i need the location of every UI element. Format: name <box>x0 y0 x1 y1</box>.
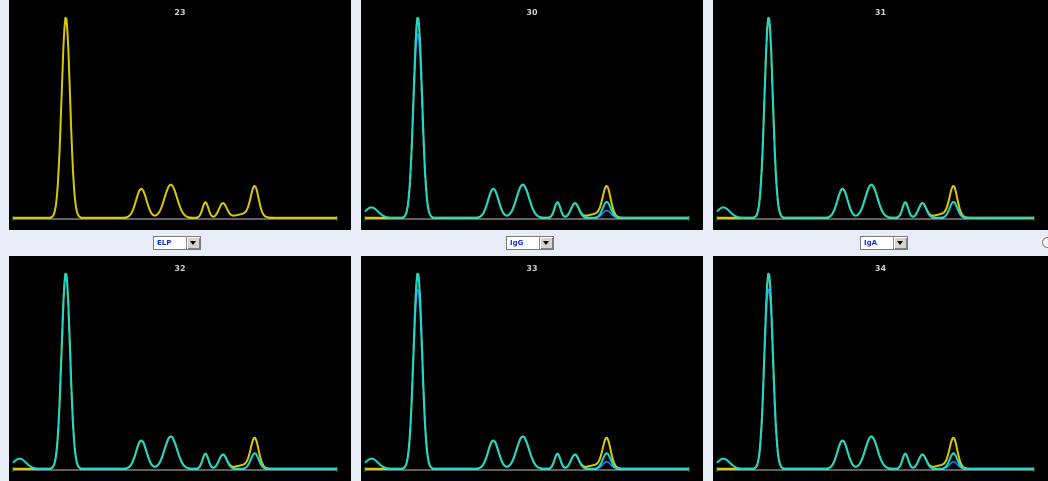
densitogram-panel[interactable]: 23 <box>9 0 351 230</box>
densitogram-plot <box>716 16 1035 221</box>
panel-number: 31 <box>874 8 887 17</box>
antiserum-select-iga[interactable]: IgA <box>860 236 908 250</box>
chevron-down-icon[interactable] <box>539 237 553 249</box>
chevron-down-icon[interactable] <box>186 237 200 249</box>
trace-yellow <box>13 16 337 219</box>
trace-cyan <box>364 272 689 470</box>
densitogram-panel[interactable]: 30 <box>361 0 703 230</box>
chevron-down-icon[interactable] <box>893 237 907 249</box>
trace-cyan <box>716 16 1035 219</box>
analysis-select[interactable]: ELP <box>153 236 201 250</box>
densitogram-panel[interactable]: 34 <box>713 256 1048 481</box>
panel-number: 32 <box>174 264 186 273</box>
panel-number: 34 <box>874 264 887 273</box>
densitogram-plot <box>716 272 1035 472</box>
trace-cyan <box>716 272 1035 470</box>
densitogram-plot <box>12 272 338 472</box>
antiserum-select-value: IgA <box>864 239 878 247</box>
scroll-handle[interactable] <box>1042 237 1048 248</box>
densitogram-panel[interactable]: 31 <box>713 0 1048 230</box>
densitogram-panel[interactable]: 32 <box>9 256 351 481</box>
densitogram-plot <box>12 16 338 221</box>
panel-number: 30 <box>526 8 538 17</box>
panel-number: 23 <box>174 8 186 17</box>
trace-cyan <box>364 16 689 219</box>
analysis-select-value: ELP <box>157 239 172 247</box>
densitogram-plot <box>364 272 690 472</box>
antiserum-select-igg[interactable]: IgG <box>506 236 554 250</box>
antiserum-select-value: IgG <box>510 239 524 247</box>
trace-cyan <box>12 272 337 470</box>
densitogram-panel[interactable]: 33 <box>361 256 703 481</box>
panel-number: 33 <box>526 264 538 273</box>
densitogram-plot <box>364 16 690 221</box>
